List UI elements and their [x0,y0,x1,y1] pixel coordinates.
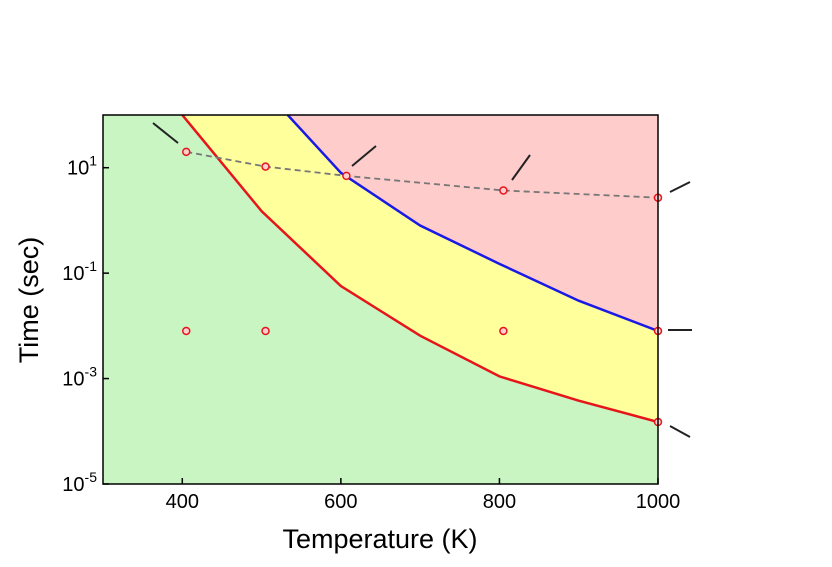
regions [103,115,658,484]
arrows [152,122,692,438]
marker [261,326,270,336]
x-tick-label: 400 [166,491,199,513]
y-tick-label: 10-3 [62,364,97,391]
x-tick-label: 600 [324,491,357,513]
region-green [103,115,658,484]
arrow [152,122,179,144]
marker [182,147,191,157]
marker [261,162,270,171]
line [181,115,658,424]
region-pink [287,115,658,331]
arrow [351,145,377,167]
x-tick-label: 1000 [636,491,681,513]
y-tick-label: 10-5 [62,469,97,496]
y-tick-label: 101 [67,153,97,180]
arrow [669,425,691,438]
y-axis-label: Time (sec) [14,237,44,364]
marker [182,326,191,336]
plot-frame [102,114,659,485]
marker [499,186,508,195]
marker [499,326,508,336]
arrow [669,181,691,193]
marks [181,115,663,427]
marker [342,171,351,181]
arrow [511,154,531,181]
region-yellow [182,115,658,423]
line [286,115,658,333]
x-axis-label: Temperature (K) [282,524,477,554]
x-tick-label: 800 [483,491,516,513]
y-tick-label: 10-1 [62,258,97,285]
